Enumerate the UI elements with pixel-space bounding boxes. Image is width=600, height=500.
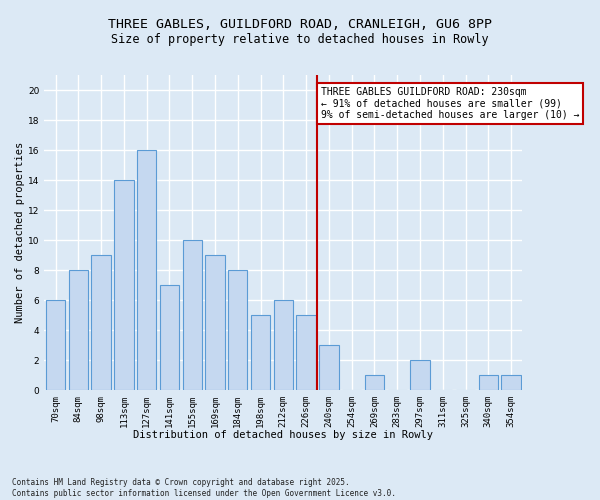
Bar — [251, 315, 270, 390]
Text: Contains HM Land Registry data © Crown copyright and database right 2025.
Contai: Contains HM Land Registry data © Crown c… — [12, 478, 396, 498]
Bar — [228, 270, 247, 390]
Bar — [410, 360, 430, 390]
Bar — [205, 255, 224, 390]
Bar — [319, 345, 338, 390]
Bar — [502, 375, 521, 390]
Bar — [137, 150, 157, 390]
Bar — [46, 300, 65, 390]
Bar — [365, 375, 384, 390]
Bar — [274, 300, 293, 390]
X-axis label: Distribution of detached houses by size in Rowly: Distribution of detached houses by size … — [133, 430, 433, 440]
Text: THREE GABLES, GUILDFORD ROAD, CRANLEIGH, GU6 8PP: THREE GABLES, GUILDFORD ROAD, CRANLEIGH,… — [108, 18, 492, 30]
Y-axis label: Number of detached properties: Number of detached properties — [15, 142, 25, 323]
Bar — [296, 315, 316, 390]
Text: Size of property relative to detached houses in Rowly: Size of property relative to detached ho… — [111, 32, 489, 46]
Bar — [479, 375, 498, 390]
Text: THREE GABLES GUILDFORD ROAD: 230sqm
← 91% of detached houses are smaller (99)
9%: THREE GABLES GUILDFORD ROAD: 230sqm ← 91… — [321, 87, 580, 120]
Bar — [91, 255, 111, 390]
Bar — [114, 180, 134, 390]
Bar — [160, 285, 179, 390]
Bar — [68, 270, 88, 390]
Bar — [182, 240, 202, 390]
